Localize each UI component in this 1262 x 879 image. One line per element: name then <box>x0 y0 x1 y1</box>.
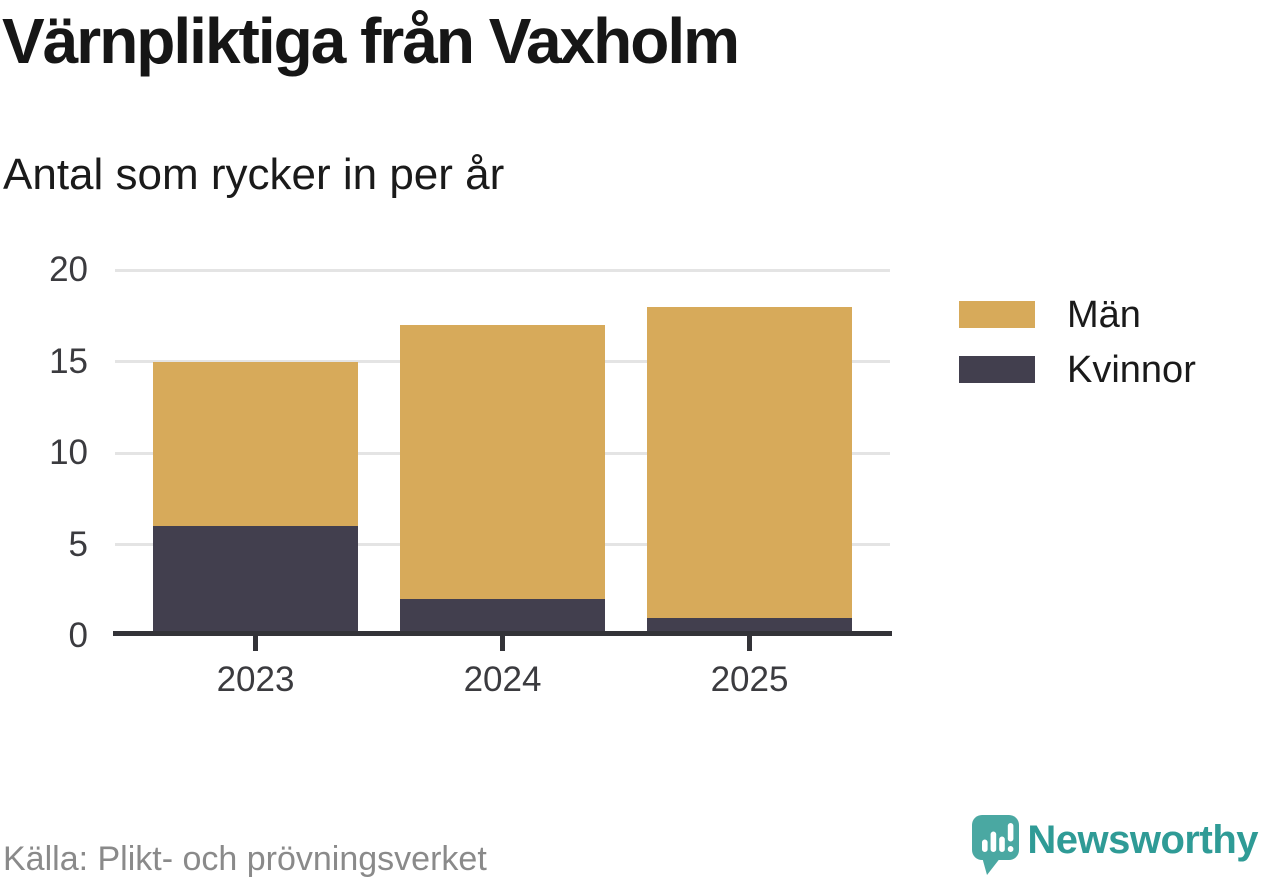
y-label-0: 0 <box>68 616 88 655</box>
bar-2023-m-n <box>153 361 358 527</box>
legend-label-kvinnor: Kvinnor <box>1067 348 1196 391</box>
legend-item-m-n: Män <box>959 296 1196 334</box>
source-note: Källa: Plikt- och prövningsverket <box>3 840 487 878</box>
newsworthy-icon <box>972 815 1020 875</box>
x-tick-2025 <box>747 636 752 651</box>
legend-swatch-m-n <box>959 301 1035 328</box>
legend-swatch-kvinnor <box>959 356 1035 383</box>
x-label-2024: 2024 <box>463 660 542 699</box>
x-tick-2023 <box>253 636 258 651</box>
bar-2023-kvinnor <box>153 526 358 636</box>
bar-2025-m-n <box>647 306 852 618</box>
grid-line-20 <box>115 268 890 272</box>
page-title: Värnpliktiga från Vaxholm <box>2 5 740 77</box>
chart-subtitle: Antal som rycker in per år <box>3 150 505 199</box>
x-label-2023: 2023 <box>216 660 295 699</box>
x-label-2025: 2025 <box>710 660 789 699</box>
x-tick-2024 <box>500 636 505 651</box>
x-axis-line <box>113 631 892 636</box>
bar-2024-m-n <box>400 324 605 600</box>
y-label-20: 20 <box>49 250 88 289</box>
bar-2024-kvinnor <box>400 599 605 636</box>
legend: Män Kvinnor <box>959 296 1196 411</box>
y-label-10: 10 <box>49 433 88 472</box>
y-label-5: 5 <box>68 524 88 564</box>
legend-label-m-n: Män <box>1067 293 1141 336</box>
newsworthy-wordmark: Newsworthy <box>1027 818 1258 862</box>
y-label-15: 15 <box>49 341 88 381</box>
legend-item-kvinnor: Kvinnor <box>959 351 1196 389</box>
newsworthy-logo[interactable]: Newsworthy <box>971 814 1258 876</box>
